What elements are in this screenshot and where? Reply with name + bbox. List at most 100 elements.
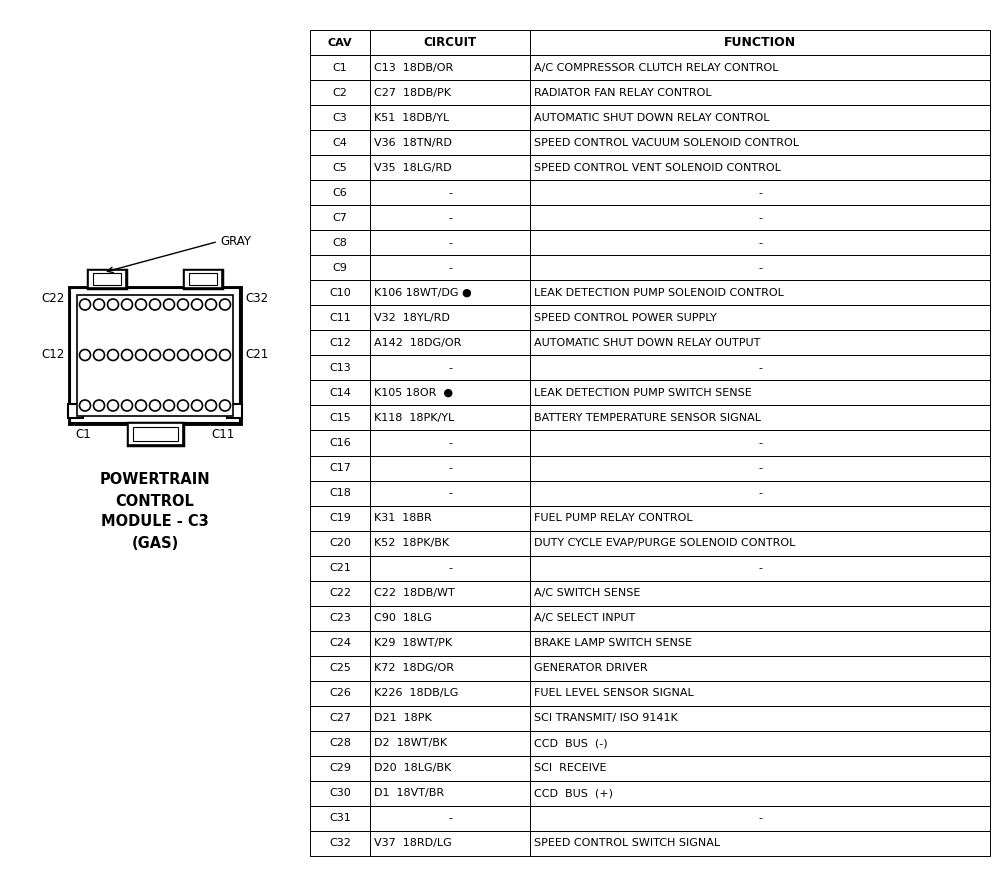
Text: FUEL PUMP RELAY CONTROL: FUEL PUMP RELAY CONTROL — [534, 513, 693, 523]
Text: C1: C1 — [75, 427, 91, 441]
Bar — [530, 356, 990, 380]
Text: -: - — [758, 563, 762, 573]
Text: C17: C17 — [329, 463, 351, 473]
Bar — [530, 155, 990, 180]
Circle shape — [107, 299, 118, 310]
Text: C8: C8 — [332, 237, 347, 248]
Text: -: - — [758, 814, 762, 823]
Circle shape — [149, 350, 160, 361]
Text: C15: C15 — [329, 413, 351, 423]
Bar — [530, 30, 990, 55]
Bar — [530, 756, 990, 781]
Text: -: - — [758, 213, 762, 223]
Text: C10: C10 — [329, 288, 351, 298]
Circle shape — [219, 400, 230, 411]
Text: V36  18TN/RD: V36 18TN/RD — [374, 138, 451, 148]
Bar — [530, 80, 990, 105]
Text: V35  18LG/RD: V35 18LG/RD — [374, 163, 451, 173]
Text: C25: C25 — [329, 663, 351, 674]
Bar — [127, 422, 182, 444]
Bar — [370, 756, 530, 781]
Bar — [310, 55, 370, 80]
Bar — [530, 255, 990, 280]
Text: K72  18DG/OR: K72 18DG/OR — [374, 663, 454, 674]
Bar — [370, 55, 530, 80]
Bar — [530, 105, 990, 131]
Text: SPEED CONTROL VENT SOLENOID CONTROL: SPEED CONTROL VENT SOLENOID CONTROL — [534, 163, 781, 173]
Bar — [370, 681, 530, 706]
Bar — [370, 731, 530, 756]
Bar — [310, 581, 370, 605]
Text: A/C COMPRESSOR CLUTCH RELAY CONTROL: A/C COMPRESSOR CLUTCH RELAY CONTROL — [534, 62, 779, 73]
Bar — [370, 205, 530, 230]
Bar — [370, 131, 530, 155]
Bar — [310, 631, 370, 656]
Bar — [530, 430, 990, 456]
Circle shape — [177, 350, 188, 361]
Text: -: - — [758, 237, 762, 248]
Bar — [310, 255, 370, 280]
Bar — [370, 255, 530, 280]
Text: V32  18YL/RD: V32 18YL/RD — [374, 313, 449, 323]
Bar — [370, 581, 530, 605]
Bar — [370, 105, 530, 131]
Text: -: - — [758, 187, 762, 198]
Text: K226  18DB/LG: K226 18DB/LG — [374, 689, 458, 698]
Bar — [530, 505, 990, 531]
Text: C22: C22 — [42, 293, 65, 306]
Bar — [68, 404, 83, 418]
Text: -: - — [448, 213, 452, 223]
Text: C7: C7 — [332, 213, 347, 223]
Text: SPEED CONTROL SWITCH SIGNAL: SPEED CONTROL SWITCH SIGNAL — [534, 838, 720, 849]
Bar — [530, 306, 990, 330]
Text: BATTERY TEMPERATURE SENSOR SIGNAL: BATTERY TEMPERATURE SENSOR SIGNAL — [534, 413, 761, 423]
Circle shape — [93, 299, 104, 310]
Bar — [530, 706, 990, 731]
Circle shape — [121, 400, 132, 411]
Bar — [310, 230, 370, 255]
Circle shape — [107, 350, 118, 361]
Text: C14: C14 — [329, 388, 351, 398]
Bar — [227, 404, 242, 418]
Text: -: - — [448, 237, 452, 248]
Text: K106 18WT/DG ●: K106 18WT/DG ● — [374, 288, 471, 298]
Bar — [530, 481, 990, 505]
Bar — [189, 272, 217, 285]
Bar — [310, 380, 370, 406]
Text: -: - — [448, 438, 452, 448]
Bar — [310, 731, 370, 756]
Text: C1: C1 — [332, 62, 347, 73]
Text: GENERATOR DRIVER: GENERATOR DRIVER — [534, 663, 648, 674]
Bar — [77, 294, 233, 415]
Text: FUEL LEVEL SENSOR SIGNAL: FUEL LEVEL SENSOR SIGNAL — [534, 689, 694, 698]
Text: C2: C2 — [332, 88, 347, 97]
Text: C22: C22 — [329, 588, 351, 598]
Bar — [310, 406, 370, 430]
Bar — [310, 205, 370, 230]
Bar — [310, 180, 370, 205]
Text: C31: C31 — [329, 814, 351, 823]
Text: C24: C24 — [329, 639, 351, 648]
Text: C29: C29 — [329, 763, 351, 774]
Bar — [310, 131, 370, 155]
Bar — [370, 356, 530, 380]
Text: CAV: CAV — [327, 38, 352, 47]
Text: DUTY CYCLE EVAP/PURGE SOLENOID CONTROL: DUTY CYCLE EVAP/PURGE SOLENOID CONTROL — [534, 538, 796, 548]
Bar — [370, 306, 530, 330]
Text: CCD  BUS  (-): CCD BUS (-) — [534, 738, 608, 748]
Bar — [530, 131, 990, 155]
Circle shape — [79, 400, 90, 411]
Circle shape — [191, 400, 202, 411]
Text: -: - — [758, 463, 762, 473]
Bar — [370, 555, 530, 581]
Text: C13: C13 — [329, 363, 351, 373]
Bar — [310, 105, 370, 131]
Bar — [310, 456, 370, 481]
Bar — [310, 706, 370, 731]
Bar — [370, 605, 530, 631]
Circle shape — [135, 350, 146, 361]
Bar — [370, 831, 530, 856]
Text: -: - — [758, 488, 762, 498]
Text: C4: C4 — [332, 138, 347, 148]
Bar — [127, 422, 182, 444]
